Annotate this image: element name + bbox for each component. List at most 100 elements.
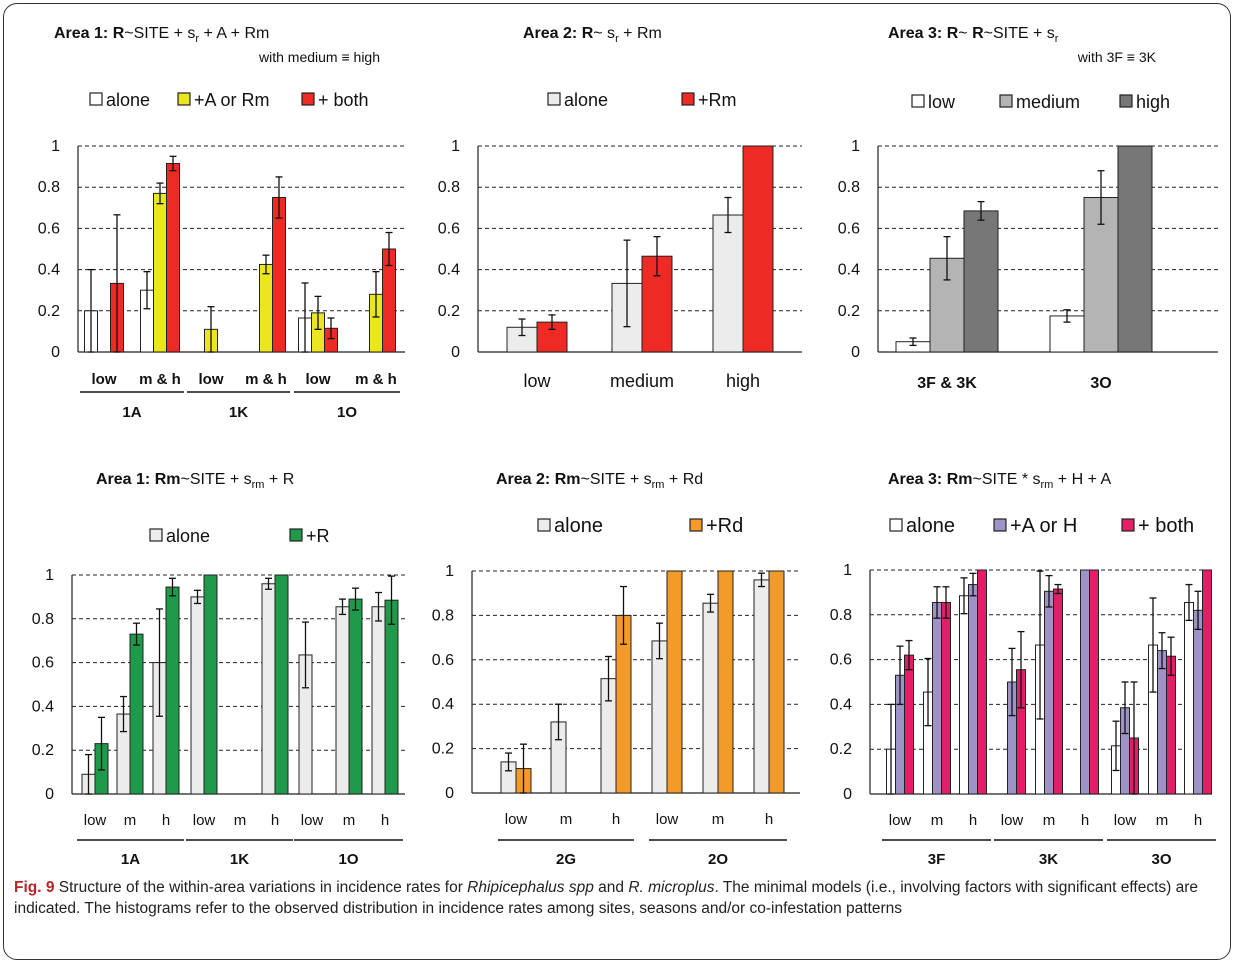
chart-title-part: + A + Rm xyxy=(199,25,269,42)
y-tick-label: 0.4 xyxy=(32,698,54,715)
y-tick-label: 0 xyxy=(843,786,852,803)
chart-panel-area1-R: Area 1: R~SITE + sr + A + Rm with medium … xyxy=(38,25,405,421)
y-tick-label: 0.2 xyxy=(830,741,852,758)
y-tick-label: 1 xyxy=(851,138,860,155)
legend-swatch xyxy=(289,528,303,542)
chart-title-part: rm xyxy=(652,479,665,491)
legend-swatch xyxy=(537,518,551,532)
y-tick-label: 0.4 xyxy=(432,696,454,713)
bar xyxy=(1157,650,1167,795)
caption-species-1: Rhipicephalus spp xyxy=(467,879,594,896)
bar xyxy=(742,145,774,353)
y-tick-label: 0.2 xyxy=(438,303,460,320)
y-tick-label: 0.2 xyxy=(838,303,860,320)
bar xyxy=(717,570,734,794)
x-category-label: m xyxy=(931,812,944,829)
y-tick-label: 0 xyxy=(851,344,860,361)
y-tick-label: 0.8 xyxy=(438,179,460,196)
legend-label: + both xyxy=(318,90,369,110)
y-tick-label: 1 xyxy=(51,138,60,155)
legend-swatch xyxy=(689,518,703,532)
chart-panel-area2-Rm: Area 2: Rm~SITE + srm + Rd alone +Rd 0 0.2 0.… xyxy=(432,471,800,868)
x-category-label: low xyxy=(1114,812,1137,829)
legend-swatch xyxy=(999,94,1013,108)
y-tick-label: 0.8 xyxy=(432,607,454,624)
figure-label: Fig. 9 xyxy=(14,879,55,896)
chart-panel-area1-Rm: Area 1: Rm~SITE + srm + R alone +R 0 0.2 0.4 0… xyxy=(32,471,405,868)
site-group-label: 1O xyxy=(338,851,358,868)
chart-title-part: + R xyxy=(264,471,294,488)
y-tick-label: 0 xyxy=(51,344,60,361)
legend-label: alone xyxy=(564,90,608,110)
site-group-label: 1O xyxy=(337,404,357,421)
site-group-label: 1K xyxy=(230,851,249,868)
legend-label: high xyxy=(1136,92,1170,112)
chart-title: Area 3: R~ R~SITE + sr xyxy=(888,25,1059,45)
y-tick-label: 0.4 xyxy=(38,262,60,279)
y-tick-label: 0.6 xyxy=(838,220,860,237)
bar xyxy=(1166,655,1176,795)
x-category-label: medium xyxy=(610,371,674,391)
bar xyxy=(165,586,180,795)
legend-label: medium xyxy=(1016,92,1080,112)
chart-title: Area 2: R~ sr + Rm xyxy=(523,25,662,45)
x-category-label: m xyxy=(712,811,725,828)
y-tick-label: 0.4 xyxy=(838,262,860,279)
bar xyxy=(651,640,668,794)
legend-label: + both xyxy=(1138,515,1194,537)
x-category-label: m & h xyxy=(355,371,397,388)
chart-title-part: ~ s xyxy=(593,25,615,42)
chart-title-part: Area 1: xyxy=(54,25,113,42)
bar xyxy=(1184,601,1194,795)
chart-title-part: ~SITE * s xyxy=(972,471,1040,488)
bar xyxy=(666,570,683,794)
chart-title-part: R xyxy=(113,25,125,42)
bar xyxy=(348,598,363,795)
x-category-label: m xyxy=(560,811,573,828)
bar xyxy=(536,321,568,353)
bar xyxy=(203,574,218,795)
bar xyxy=(1083,197,1119,353)
caption-text-mid: and xyxy=(593,879,629,896)
site-group-label: 2O xyxy=(708,851,728,868)
legend-label: alone xyxy=(106,90,150,110)
bar xyxy=(712,214,744,353)
chart-title-part: ~SITE + s xyxy=(180,471,251,488)
legend-label: +A or Rm xyxy=(194,90,270,110)
legend-swatch xyxy=(149,528,163,542)
bar xyxy=(274,574,289,795)
chart-title-part: Area 2: xyxy=(496,471,555,488)
bar xyxy=(153,192,167,353)
bar xyxy=(384,599,399,795)
x-category-label: m xyxy=(343,812,356,829)
legend-swatch xyxy=(681,92,695,106)
y-tick-label: 1 xyxy=(445,563,454,580)
bar xyxy=(335,606,350,795)
chart-title-part: + Rd xyxy=(664,471,703,488)
legend-label: alone xyxy=(166,526,210,546)
chart-title-part: Area 3: xyxy=(888,25,947,42)
chart-title-part: r xyxy=(615,33,619,45)
x-category-label: low xyxy=(889,812,912,829)
bar xyxy=(1117,145,1153,353)
chart-title: Area 3: Rm~SITE * srm + H + A xyxy=(888,471,1111,491)
chart-title-part: Rm xyxy=(555,471,581,488)
legend-label: +A or H xyxy=(1010,515,1077,537)
y-tick-label: 0.6 xyxy=(438,220,460,237)
x-category-label: m & h xyxy=(245,371,287,388)
legend-label: alone xyxy=(906,515,955,537)
x-category-label: 3F & 3K xyxy=(917,375,977,392)
bar xyxy=(959,595,969,795)
legend-label: +R xyxy=(306,526,330,546)
site-group-label: 1A xyxy=(122,404,141,421)
legend-swatch xyxy=(301,92,315,106)
legend-swatch xyxy=(177,92,191,106)
site-group-label: 2G xyxy=(556,851,576,868)
bar xyxy=(968,584,978,795)
x-category-label: m xyxy=(234,812,247,829)
chart-title-part: Area 1: xyxy=(96,471,155,488)
bar xyxy=(1193,609,1203,795)
x-category-label: h xyxy=(612,811,620,828)
bar xyxy=(977,569,987,795)
